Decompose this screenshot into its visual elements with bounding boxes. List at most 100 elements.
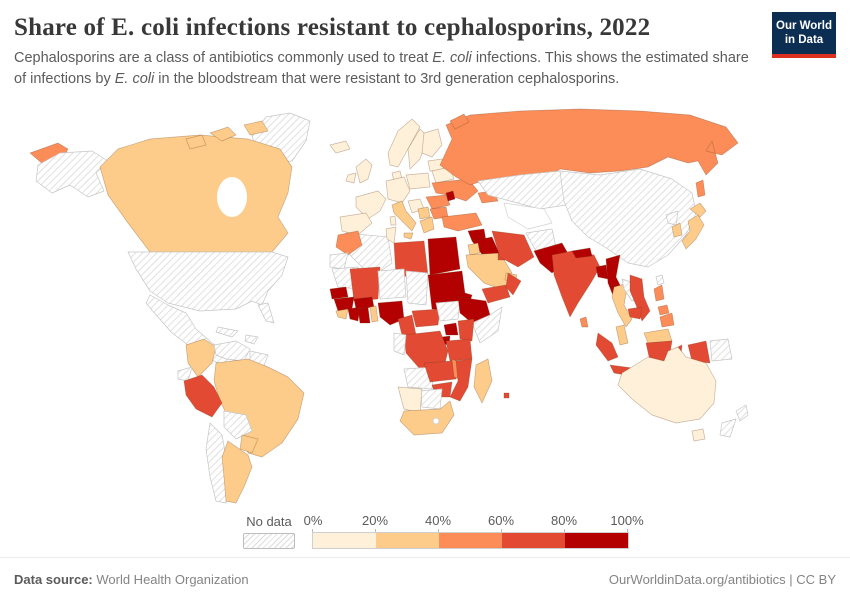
country-malaysia-borneo[interactable] [643, 328, 673, 344]
no-data-swatch[interactable] [243, 533, 295, 549]
country-ireland[interactable] [345, 172, 357, 184]
country-canada-arctic[interactable] [243, 120, 269, 136]
legend-color-scale: 0% 20% 40% 60% 80% 100% [304, 513, 644, 549]
country-poland[interactable] [405, 172, 431, 190]
country-china-mongolia[interactable] [559, 168, 697, 268]
country-japan-hokkaido[interactable] [689, 202, 707, 218]
country-india[interactable] [551, 250, 601, 318]
country-romania[interactable] [425, 194, 451, 210]
country-iran[interactable] [491, 230, 535, 268]
country-mauritius[interactable] [503, 392, 510, 399]
country-togo-benin[interactable] [369, 305, 379, 323]
country-canada-arctic[interactable] [209, 126, 237, 142]
country-iceland[interactable] [329, 140, 351, 154]
country-egypt[interactable] [427, 236, 461, 276]
country-central-asian-states[interactable] [503, 202, 553, 230]
country-serbia-region[interactable] [417, 206, 431, 220]
country-bangladesh[interactable] [595, 264, 609, 280]
country-bolivia[interactable] [223, 410, 253, 440]
country-new-zealand-south[interactable] [719, 418, 737, 438]
country-indonesia-papua[interactable] [687, 340, 711, 364]
country-hispaniola[interactable] [244, 334, 259, 345]
country-angola[interactable] [403, 366, 435, 390]
country-usa-florida[interactable] [257, 302, 275, 324]
country-peru[interactable] [183, 374, 223, 418]
country-papua-new-guinea[interactable] [709, 338, 733, 362]
bin-60-80[interactable] [502, 533, 565, 548]
country-chad[interactable] [405, 270, 429, 306]
bin-20-40[interactable] [376, 533, 439, 548]
country-kenya[interactable] [457, 318, 475, 342]
country-united-states[interactable] [127, 251, 289, 312]
country-italy[interactable] [391, 200, 417, 232]
country-turkey[interactable] [441, 212, 483, 232]
country-south-sudan[interactable] [435, 300, 461, 322]
country-uganda[interactable] [443, 322, 459, 336]
country-tanzania[interactable] [445, 338, 473, 362]
country-finland[interactable] [421, 128, 443, 158]
country-niger[interactable] [377, 268, 407, 300]
country-moldova[interactable] [445, 190, 456, 202]
bin-40-60[interactable] [439, 533, 502, 548]
country-philippines-luzon[interactable] [653, 284, 665, 302]
country-norway[interactable] [387, 118, 421, 168]
country-australia[interactable] [617, 346, 717, 424]
country-germany-central-europe[interactable] [385, 176, 411, 204]
country-japan-honshu[interactable] [681, 214, 705, 250]
country-colombia[interactable] [185, 338, 217, 378]
country-canada[interactable] [99, 134, 293, 253]
country-sakhalin[interactable] [695, 179, 706, 198]
country-cuba[interactable] [215, 326, 239, 338]
country-morocco[interactable] [335, 230, 363, 256]
country-mozambique[interactable] [449, 358, 473, 402]
country-greece[interactable] [419, 216, 435, 234]
country-sardinia[interactable] [389, 215, 397, 226]
country-united-kingdom[interactable] [355, 158, 373, 184]
country-cambodia[interactable] [627, 306, 643, 320]
country-jordan[interactable] [467, 242, 481, 256]
country-zambia[interactable] [423, 360, 457, 383]
country-cameroon[interactable] [397, 314, 417, 336]
country-ghana[interactable] [357, 306, 371, 324]
country-mali[interactable] [349, 266, 381, 302]
country-senegal[interactable] [329, 286, 349, 300]
country-taiwan[interactable] [655, 274, 665, 286]
country-oman[interactable] [505, 272, 522, 296]
no-data-label: No data [246, 514, 292, 529]
country-gabon-congo[interactable] [393, 332, 407, 356]
country-central-african-republic[interactable] [411, 308, 441, 328]
world-choropleth-map [0, 104, 850, 508]
country-indonesia-sumatra[interactable] [595, 332, 619, 362]
country-tasmania[interactable] [691, 428, 706, 442]
country-vietnam[interactable] [629, 274, 651, 322]
country-iberia[interactable] [339, 212, 373, 236]
country-sierra-leone-liberia[interactable] [335, 308, 349, 320]
country-south-africa[interactable] [399, 400, 455, 436]
country-western-sahara[interactable] [329, 252, 349, 270]
bin-80-100[interactable] [565, 533, 628, 548]
country-chile[interactable] [205, 422, 231, 504]
country-novaya-zemlya[interactable] [449, 113, 470, 130]
country-sicily[interactable] [403, 232, 414, 240]
country-canada-arctic[interactable] [185, 134, 207, 150]
country-sri-lanka[interactable] [579, 316, 589, 328]
tick-label-80: 80% [550, 513, 578, 528]
country-philippines-mindanao[interactable] [659, 312, 675, 328]
country-nepal[interactable] [571, 247, 593, 259]
country-malaysia-peninsula[interactable] [615, 324, 629, 346]
country-argentina[interactable] [221, 440, 253, 504]
bin-0-20[interactable] [313, 533, 376, 548]
country-yemen[interactable] [481, 284, 511, 304]
country-paraguay[interactable] [239, 434, 259, 454]
country-nigeria[interactable] [377, 300, 405, 326]
country-botswana[interactable] [419, 388, 443, 410]
country-south-korea[interactable] [671, 222, 683, 238]
country-france[interactable] [355, 190, 387, 220]
country-new-zealand-north[interactable] [735, 404, 749, 422]
country-namibia[interactable] [397, 386, 423, 414]
country-alaska[interactable] [35, 150, 109, 198]
tick-label-60: 60% [487, 513, 515, 528]
country-somalia[interactable] [471, 306, 503, 344]
country-madagascar[interactable] [473, 358, 493, 404]
country-philippines-visayas[interactable] [657, 304, 670, 316]
